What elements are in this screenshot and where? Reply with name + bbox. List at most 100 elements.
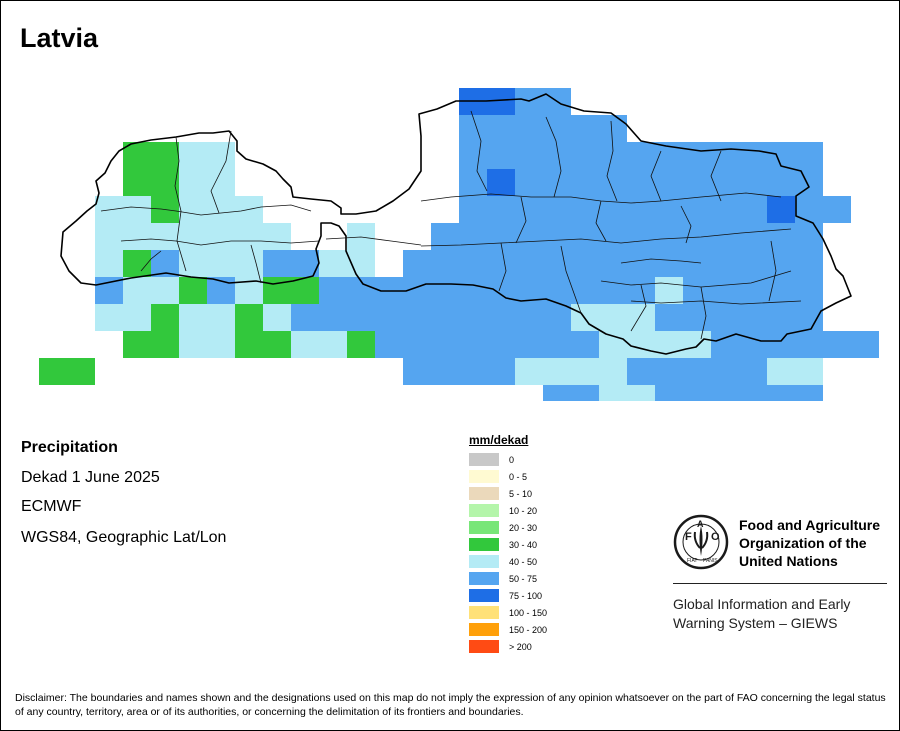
precipitation-cell	[795, 223, 823, 250]
precipitation-cell	[151, 304, 179, 331]
precipitation-cell	[515, 115, 543, 142]
precipitation-cell	[571, 142, 599, 169]
svg-text:F: F	[685, 531, 692, 543]
precipitation-cell	[235, 223, 263, 250]
precipitation-cell	[543, 169, 571, 196]
precipitation-cell	[403, 304, 431, 331]
precipitation-cell	[627, 277, 655, 304]
precipitation-cell	[403, 331, 431, 358]
legend-swatch	[469, 453, 499, 466]
precipitation-cell	[319, 250, 347, 277]
legend-swatch	[469, 504, 499, 517]
precipitation-cell	[739, 196, 767, 223]
source-label: ECMWF	[21, 498, 82, 515]
precipitation-cell	[263, 223, 291, 250]
precipitation-cell	[627, 304, 655, 331]
legend-swatch	[469, 572, 499, 585]
precipitation-cell	[123, 169, 151, 196]
precipitation-cell	[375, 304, 403, 331]
precipitation-cell	[655, 223, 683, 250]
svg-text:O: O	[711, 531, 720, 543]
precipitation-cell	[179, 331, 207, 358]
legend-swatch	[469, 623, 499, 636]
precipitation-cell	[235, 331, 263, 358]
precipitation-cell	[711, 331, 739, 358]
legend-title: mm/dekad	[469, 433, 529, 447]
svg-text:FIAT: FIAT	[687, 558, 697, 564]
precipitation-cell	[123, 250, 151, 277]
precipitation-cell	[179, 250, 207, 277]
precipitation-cell	[459, 250, 487, 277]
legend-label: 5 - 10	[509, 488, 533, 499]
precipitation-cell	[123, 304, 151, 331]
precipitation-cell	[655, 385, 683, 401]
precipitation-cell	[711, 250, 739, 277]
precipitation-cell	[123, 196, 151, 223]
precipitation-cell	[627, 331, 655, 358]
legend-item: 0 - 5	[469, 468, 547, 485]
organization-name: Food and Agriculture Organization of the…	[739, 517, 881, 569]
svg-text:PANIS: PANIS	[703, 558, 718, 564]
precipitation-cell	[123, 331, 151, 358]
precipitation-cell	[795, 331, 823, 358]
precipitation-cell	[207, 250, 235, 277]
precipitation-cell	[263, 250, 291, 277]
precipitation-cell	[151, 277, 179, 304]
precipitation-cell	[795, 142, 823, 169]
legend-label: 10 - 20	[509, 505, 538, 516]
precipitation-cell	[599, 196, 627, 223]
precipitation-cell	[543, 331, 571, 358]
precipitation-cell	[515, 196, 543, 223]
precipitation-cell	[431, 304, 459, 331]
precipitation-cell	[627, 385, 655, 401]
precipitation-cell	[823, 196, 851, 223]
precipitation-cell	[599, 358, 627, 385]
precipitation-cell	[515, 250, 543, 277]
precipitation-cell	[767, 358, 795, 385]
admin-boundaries	[100, 110, 802, 340]
precipitation-cell	[95, 196, 123, 223]
precipitation-cell	[123, 223, 151, 250]
legend-item: 100 - 150	[469, 604, 547, 621]
precipitation-cell	[459, 142, 487, 169]
precipitation-cell	[543, 385, 571, 401]
precipitation-cell	[515, 169, 543, 196]
precipitation-cell	[655, 169, 683, 196]
precipitation-cell	[739, 304, 767, 331]
precipitation-cell	[655, 304, 683, 331]
precipitation-cell	[95, 223, 123, 250]
precipitation-cell	[767, 223, 795, 250]
precipitation-cell	[487, 277, 515, 304]
precipitation-cell	[599, 385, 627, 401]
precipitation-cell	[487, 331, 515, 358]
precipitation-cell	[795, 358, 823, 385]
precipitation-cell	[403, 250, 431, 277]
precipitation-cell	[347, 331, 375, 358]
precipitation-cell	[403, 358, 431, 385]
precipitation-cell	[459, 196, 487, 223]
precipitation-cell	[431, 277, 459, 304]
precipitation-cell	[515, 223, 543, 250]
precipitation-cell	[599, 115, 627, 142]
precipitation-cell	[319, 304, 347, 331]
legend-item: > 200	[469, 638, 547, 655]
precipitation-cell	[347, 304, 375, 331]
logo-divider	[673, 583, 887, 584]
precipitation-cell	[487, 304, 515, 331]
precipitation-cell	[683, 304, 711, 331]
precipitation-cell	[711, 196, 739, 223]
legend-items: 0 0 - 5 5 - 10 10 - 20 20 - 30 30 - 40 40 - 50…	[469, 451, 547, 655]
precipitation-cell	[95, 304, 123, 331]
precipitation-cell	[67, 358, 95, 385]
country-border	[60, 93, 852, 355]
precipitation-cell	[179, 169, 207, 196]
precipitation-cell	[683, 277, 711, 304]
precipitation-cell	[571, 277, 599, 304]
precipitation-cell	[179, 142, 207, 169]
legend-label: 40 - 50	[509, 556, 538, 567]
precipitation-cell	[627, 250, 655, 277]
precipitation-cell	[767, 169, 795, 196]
precipitation-cell	[235, 304, 263, 331]
precipitation-cell	[179, 277, 207, 304]
